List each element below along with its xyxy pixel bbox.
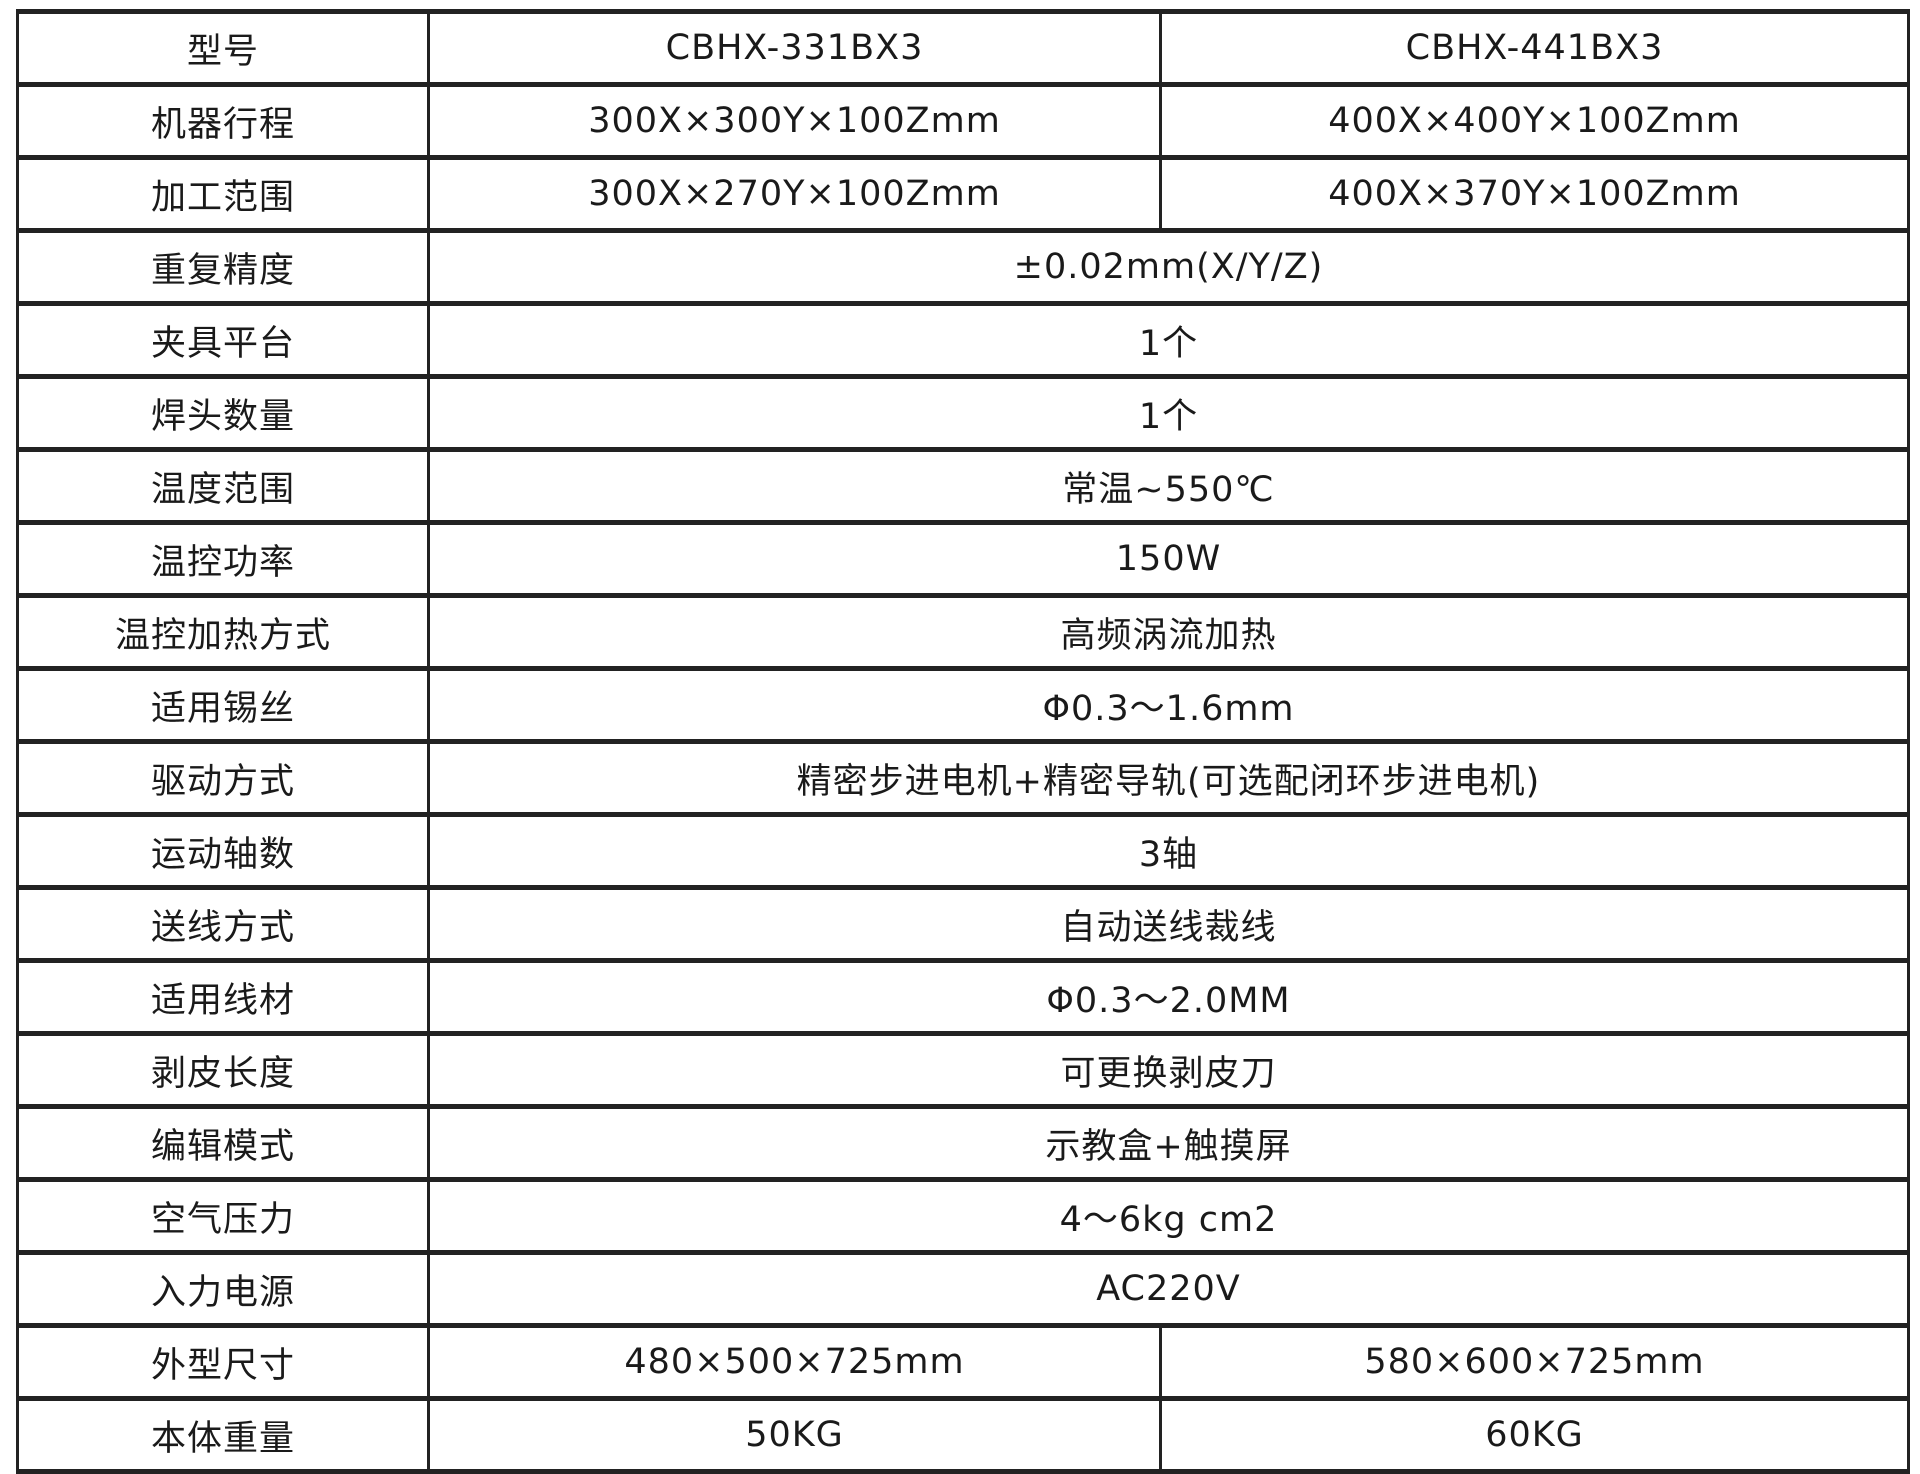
spec-value: 400X×400Y×100Zmm [1159,82,1910,160]
spec-row: 运动轴数 3轴 [16,812,1910,890]
spec-value: 150W [427,520,1910,598]
spec-value: 精密步进电机+精密导轨(可选配闭环步进电机) [427,739,1910,817]
spec-value: Φ0.3～2.0MM [427,958,1910,1036]
spec-label: 型号 [16,9,430,87]
spec-label: 温度范围 [16,447,430,525]
spec-row: 编辑模式 示教盒+触摸屏 [16,1104,1910,1182]
spec-row: 温控功率 150W [16,520,1910,598]
spec-label: 外型尺寸 [16,1323,430,1401]
spec-row: 温度范围 常温~550℃ [16,447,1910,525]
spec-value: 3轴 [427,812,1910,890]
spec-label: 焊头数量 [16,374,430,452]
spec-row: 加工范围 300X×270Y×100Zmm 400X×370Y×100Zmm [16,155,1910,233]
spec-value: 300X×300Y×100Zmm [427,82,1162,160]
spec-row: 夹具平台 1个 [16,301,1910,379]
spec-value: 300X×270Y×100Zmm [427,155,1162,233]
spec-value: 常温~550℃ [427,447,1910,525]
spec-value: CBHX-441BX3 [1159,9,1910,87]
spec-label: 编辑模式 [16,1104,430,1182]
spec-row: 适用线材 Φ0.3～2.0MM [16,958,1910,1036]
spec-row: 入力电源 AC220V [16,1250,1910,1328]
spec-row: 本体重量 50KG 60KG [16,1396,1910,1474]
spec-table: 型号 CBHX-331BX3 CBHX-441BX3 机器行程 300X×300Y×10… [16,9,1910,1474]
spec-value: 1个 [427,301,1910,379]
spec-row: 适用锡丝 Φ0.3～1.6mm [16,666,1910,744]
spec-row: 温控加热方式 高频涡流加热 [16,593,1910,671]
spec-label: 送线方式 [16,885,430,963]
spec-value: 可更换剥皮刀 [427,1031,1910,1109]
spec-label: 运动轴数 [16,812,430,890]
spec-value: 自动送线裁线 [427,885,1910,963]
spec-value: 580×600×725mm [1159,1323,1910,1401]
spec-value: CBHX-331BX3 [427,9,1162,87]
spec-label: 加工范围 [16,155,430,233]
spec-label: 驱动方式 [16,739,430,817]
spec-row: 机器行程 300X×300Y×100Zmm 400X×400Y×100Zmm [16,82,1910,160]
spec-row: 外型尺寸 480×500×725mm 580×600×725mm [16,1323,1910,1401]
spec-label: 空气压力 [16,1177,430,1255]
spec-label: 机器行程 [16,82,430,160]
spec-row: 剥皮长度 可更换剥皮刀 [16,1031,1910,1109]
spec-label: 适用线材 [16,958,430,1036]
spec-value: 1个 [427,374,1910,452]
spec-value: 4～6kg cm2 [427,1177,1910,1255]
spec-label: 温控功率 [16,520,430,598]
spec-value: 60KG [1159,1396,1910,1474]
spec-label: 重复精度 [16,228,430,306]
spec-row: 型号 CBHX-331BX3 CBHX-441BX3 [16,9,1910,87]
spec-label: 入力电源 [16,1250,430,1328]
spec-label: 夹具平台 [16,301,430,379]
spec-label: 温控加热方式 [16,593,430,671]
spec-label: 剥皮长度 [16,1031,430,1109]
spec-label: 本体重量 [16,1396,430,1474]
spec-value: ±0.02mm(X/Y/Z) [427,228,1910,306]
spec-value: 400X×370Y×100Zmm [1159,155,1910,233]
spec-row: 空气压力 4～6kg cm2 [16,1177,1910,1255]
spec-value: 高频涡流加热 [427,593,1910,671]
spec-value: AC220V [427,1250,1910,1328]
spec-label: 适用锡丝 [16,666,430,744]
spec-value: 480×500×725mm [427,1323,1162,1401]
spec-row: 焊头数量 1个 [16,374,1910,452]
spec-value: Φ0.3～1.6mm [427,666,1910,744]
spec-row: 送线方式 自动送线裁线 [16,885,1910,963]
spec-value: 示教盒+触摸屏 [427,1104,1910,1182]
spec-value: 50KG [427,1396,1162,1474]
spec-row: 重复精度 ±0.02mm(X/Y/Z) [16,228,1910,306]
spec-row: 驱动方式 精密步进电机+精密导轨(可选配闭环步进电机) [16,739,1910,817]
